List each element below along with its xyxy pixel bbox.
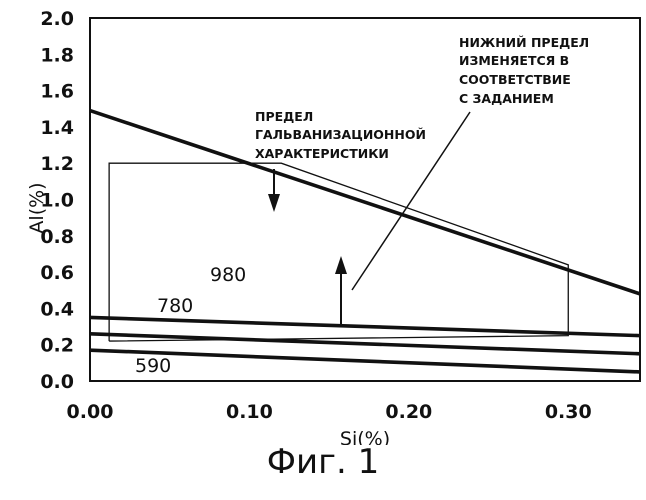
y-axis-label: Al(%) <box>26 182 48 233</box>
y-tick-label: 0.4 <box>40 298 74 320</box>
annotation-lower-line-3: СООТВЕТСТВИЕ <box>459 72 571 87</box>
x-tick-label: 0.00 <box>67 401 114 423</box>
y-tick-label: 2.0 <box>40 8 74 30</box>
x-tick-label: 0.20 <box>385 401 432 423</box>
y-tick-label: 0.6 <box>40 262 74 284</box>
curve-label-590: 590 <box>135 355 171 377</box>
figure-caption: Фиг. 1 <box>0 442 646 482</box>
series-line-980 <box>90 317 640 335</box>
annotation-lower-line-4: С ЗАДАНИЕМ <box>459 91 554 106</box>
curve-label-980: 980 <box>210 264 246 286</box>
y-tick-label: 0.2 <box>40 335 74 357</box>
y-tick-label: 1.6 <box>40 81 74 103</box>
y-tick-label: 1.8 <box>40 44 74 66</box>
annotation-lower-line-2: ИЗМЕНЯЕТСЯ В <box>459 53 569 68</box>
annotation-lower-limit: НИЖНИЙ ПРЕДЕЛ ИЗМЕНЯЕТСЯ В СООТВЕТСТВИЕ … <box>459 35 594 106</box>
down-arrow-head <box>268 194 280 212</box>
series-line-590 <box>90 350 640 372</box>
annotation-lower-line-1: НИЖНИЙ ПРЕДЕЛ <box>459 35 589 50</box>
y-tick-label: 1.2 <box>40 153 74 175</box>
x-tick-label: 0.30 <box>545 401 592 423</box>
annotation-galvanization-limit: ПРЕДЕЛ ГАЛЬВАНИЗАЦИОННОЙ ХАРАКТЕРИСТИКИ <box>255 109 430 161</box>
up-arrow-head <box>335 256 347 274</box>
y-tick-label: 0.0 <box>40 371 74 393</box>
annotation-galv-line-2: ГАЛЬВАНИЗАЦИОННОЙ <box>255 127 426 142</box>
x-tick-label: 0.10 <box>226 401 273 423</box>
annotation-galv-line-3: ХАРАКТЕРИСТИКИ <box>255 146 389 161</box>
x-axis-ticks: 0.00 0.10 0.20 0.30 <box>67 401 592 423</box>
series-line-780 <box>90 334 640 354</box>
chart: 0.00.20.40.60.81.01.21.41.61.82.0 0.000.… <box>0 0 646 445</box>
y-tick-label: 1.4 <box>40 117 74 139</box>
curve-label-780: 780 <box>157 295 193 317</box>
annotation-galv-line-1: ПРЕДЕЛ <box>255 109 313 124</box>
